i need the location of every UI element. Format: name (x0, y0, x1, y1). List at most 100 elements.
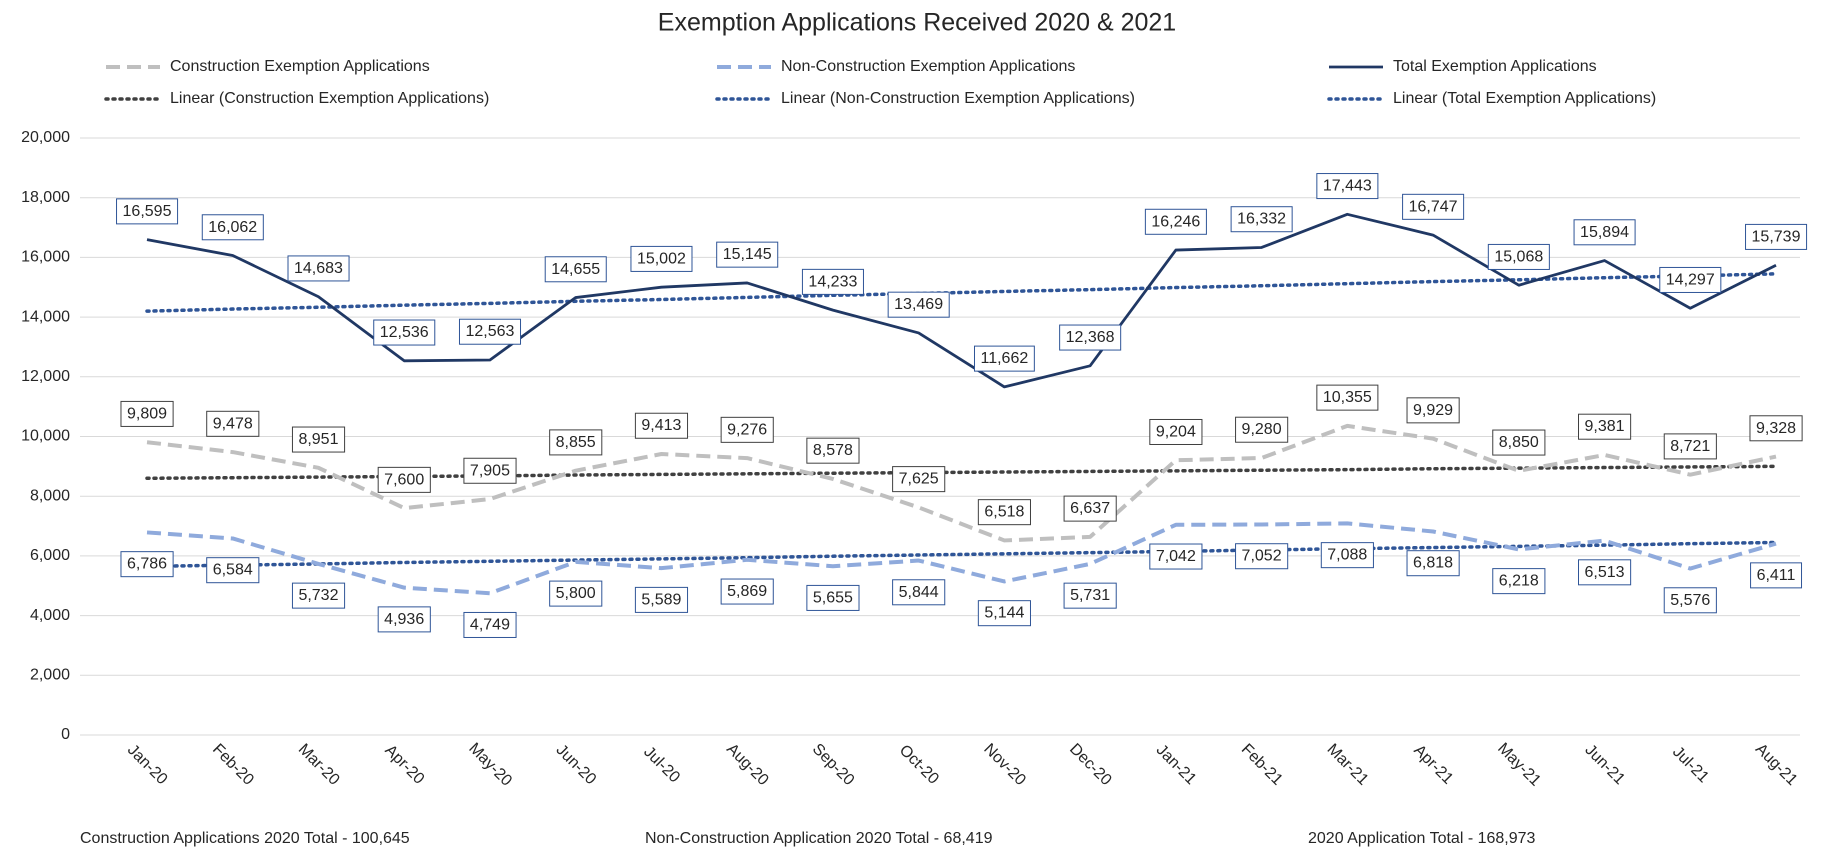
data-label: 10,355 (1316, 384, 1379, 411)
data-label-box (206, 410, 260, 437)
data-label: 15,739 (1745, 223, 1808, 250)
data-label: 16,595 (116, 198, 179, 225)
data-label-box (1235, 416, 1289, 443)
data-label-box (1402, 193, 1465, 220)
data-label-text: 15,002 (637, 250, 686, 267)
data-label-text: 11,662 (980, 350, 1028, 367)
data-label: 16,062 (201, 214, 264, 241)
data-label-box (634, 586, 689, 613)
data-label-box (373, 319, 436, 346)
series-line (146, 423, 1777, 543)
y-tick-label: 8,000 (30, 487, 70, 504)
note: Non-Construction Application 2020 Total … (645, 830, 993, 847)
data-label-text: 12,563 (465, 323, 514, 340)
data-label-text: 13,469 (894, 296, 943, 313)
data-label-box (1578, 559, 1632, 586)
data-label: 16,747 (1402, 193, 1465, 220)
x-tick-label: Oct-20 (896, 742, 942, 788)
data-label-box (1235, 543, 1289, 570)
data-label-text: 12,536 (380, 324, 429, 341)
data-label: 8,721 (1663, 433, 1717, 460)
data-label-box (1059, 324, 1122, 351)
x-tick-label: Mar-20 (295, 741, 343, 789)
data-label-box (1144, 208, 1207, 235)
data-label-box (1659, 266, 1722, 293)
data-label: 5,844 (892, 579, 946, 606)
data-label-box (1492, 429, 1546, 456)
data-label: 5,800 (549, 580, 603, 607)
x-tick-label: Aug-20 (723, 741, 772, 790)
data-label-box (120, 551, 174, 578)
data-label: 12,368 (1059, 324, 1122, 351)
data-label-text: 7,600 (384, 471, 424, 488)
data-label-box (1406, 397, 1460, 424)
legend-label: Linear (Total Exemption Applications) (1393, 90, 1656, 107)
data-label-box (1230, 206, 1293, 233)
x-tick-label: Dec-20 (1066, 741, 1115, 790)
x-tick-label: Nov-20 (980, 741, 1029, 790)
data-label-text: 7,042 (1156, 548, 1196, 565)
data-label-box (1063, 582, 1117, 609)
data-label-box (630, 245, 693, 272)
data-label: 7,052 (1235, 543, 1289, 570)
data-label-text: 9,204 (1156, 423, 1196, 440)
series-line (145, 272, 1778, 313)
data-label-text: 6,411 (1757, 567, 1796, 584)
data-label-text: 7,088 (1327, 547, 1367, 564)
data-label-box (116, 198, 179, 225)
chart-title: Exemption Applications Received 2020 & 2… (658, 9, 1176, 37)
data-label: 5,655 (806, 584, 860, 611)
data-label-text: 6,786 (127, 556, 167, 573)
data-label: 14,297 (1659, 266, 1722, 293)
legend-label: Non-Construction Exemption Applications (781, 58, 1075, 75)
data-label-text: 5,589 (641, 591, 681, 608)
data-label-text: 15,894 (1580, 224, 1629, 241)
data-label-text: 8,578 (813, 442, 853, 459)
data-label-box (806, 584, 860, 611)
data-label-text: 9,381 (1585, 418, 1625, 435)
data-label-box (1573, 219, 1636, 246)
data-label-box (801, 268, 864, 295)
data-label-box (463, 457, 517, 484)
data-label: 8,850 (1492, 429, 1546, 456)
x-tick-label: Sep-20 (809, 741, 858, 790)
data-label-box (806, 437, 860, 464)
data-label-text: 5,869 (727, 583, 767, 600)
y-tick-label: 12,000 (21, 368, 70, 385)
data-label-box (1663, 433, 1717, 460)
data-label-box (977, 600, 1031, 627)
y-tick-label: 4,000 (30, 607, 70, 624)
y-tick-label: 16,000 (21, 249, 70, 266)
data-label-box (1745, 223, 1808, 250)
data-label-box (1316, 173, 1379, 200)
data-label-box (287, 255, 350, 282)
data-label: 5,731 (1063, 582, 1117, 609)
data-label: 9,809 (120, 400, 174, 427)
data-label-box (120, 400, 174, 427)
data-label-text: 10,355 (1323, 389, 1372, 406)
data-label: 9,204 (1149, 418, 1203, 445)
data-label-text: 8,721 (1670, 438, 1710, 455)
data-label-text: 6,513 (1585, 564, 1625, 581)
data-label-text: 15,739 (1752, 228, 1801, 245)
data-label-text: 9,413 (641, 417, 681, 434)
data-label-box (1316, 384, 1379, 411)
data-label-box (716, 241, 779, 268)
data-label: 5,576 (1663, 587, 1717, 614)
y-tick-label: 2,000 (30, 667, 70, 684)
note: 2020 Application Total - 168,973 (1308, 830, 1536, 847)
data-label: 14,683 (287, 255, 350, 282)
data-label: 15,068 (1487, 243, 1550, 270)
data-label-text: 9,478 (213, 415, 253, 432)
data-label-text: 5,732 (298, 587, 338, 604)
data-label-text: 5,844 (899, 584, 939, 601)
y-tick-label: 6,000 (30, 547, 70, 564)
data-label-box (1750, 562, 1803, 589)
data-label-box (973, 345, 1035, 372)
data-label: 15,145 (716, 241, 779, 268)
data-label: 6,584 (206, 557, 260, 584)
x-tick-label: May-20 (465, 740, 515, 790)
data-label-box (291, 426, 346, 453)
data-label-box (1149, 418, 1203, 445)
